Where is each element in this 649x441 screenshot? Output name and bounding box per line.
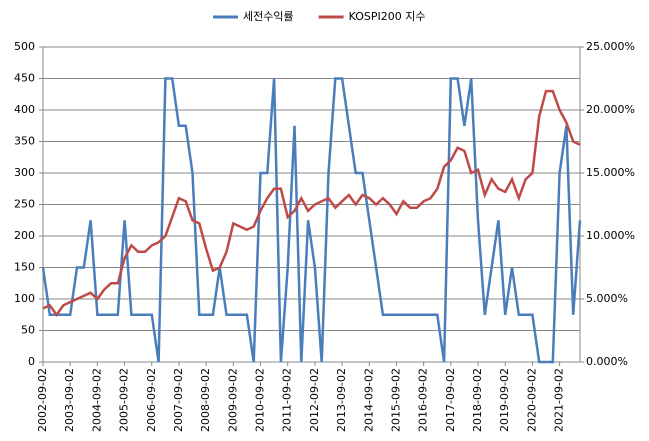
- x-tick-label: 2020-09-02: [525, 368, 538, 432]
- y-tick-label: 500: [14, 40, 35, 53]
- x-tick-label: 2016-09-02: [417, 368, 430, 432]
- x-tick-label: 2002-09-02: [36, 368, 49, 432]
- x-tick-label: 2004-09-02: [90, 368, 103, 432]
- y2-tick-label: 0.000%: [586, 355, 628, 368]
- y2-tick-label: 25.000%: [586, 40, 635, 53]
- y-tick-label: 400: [14, 103, 35, 116]
- y-tick-label: 200: [14, 229, 35, 242]
- legend-label: KOSPI200 지수: [349, 10, 426, 23]
- series-line: [42, 89, 581, 317]
- y-tick-label: 100: [14, 292, 35, 305]
- x-tick-label: 2017-09-02: [444, 368, 457, 432]
- y-tick-label: 350: [14, 135, 35, 148]
- x-tick-label: 2005-09-02: [118, 368, 131, 432]
- x-tick-label: 2008-09-02: [199, 368, 212, 432]
- y2-tick-label: 20.000%: [586, 103, 635, 116]
- x-tick-label: 2018-09-02: [471, 368, 484, 432]
- x-tick-label: 2014-09-02: [362, 368, 375, 432]
- y-tick-label: 150: [14, 261, 35, 274]
- y-tick-label: 0: [28, 355, 35, 368]
- x-tick-label: 2007-09-02: [172, 368, 185, 432]
- y-tick-label: 250: [14, 198, 35, 211]
- x-tick-label: 2012-09-02: [308, 368, 321, 432]
- x-tick-label: 2021-09-02: [553, 368, 566, 432]
- x-tick-label: 2003-09-02: [63, 368, 76, 432]
- x-tick-label: 2019-09-02: [498, 368, 511, 432]
- x-tick-label: 2006-09-02: [145, 368, 158, 432]
- x-tick-label: 2013-09-02: [335, 368, 348, 432]
- y2-tick-label: 15.000%: [586, 166, 635, 179]
- y-tick-label: 450: [14, 72, 35, 85]
- x-tick-label: 2011-09-02: [281, 368, 294, 432]
- x-tick-label: 2015-09-02: [389, 368, 402, 432]
- series-line: [41, 77, 582, 364]
- y2-tick-label: 10.000%: [586, 229, 635, 242]
- y-tick-label: 300: [14, 166, 35, 179]
- y-tick-label: 50: [21, 324, 35, 337]
- x-tick-label: 2010-09-02: [254, 368, 267, 432]
- x-tick-label: 2009-09-02: [226, 368, 239, 432]
- y2-tick-label: 5.000%: [586, 292, 628, 305]
- legend-label: 세전수익률: [243, 10, 294, 23]
